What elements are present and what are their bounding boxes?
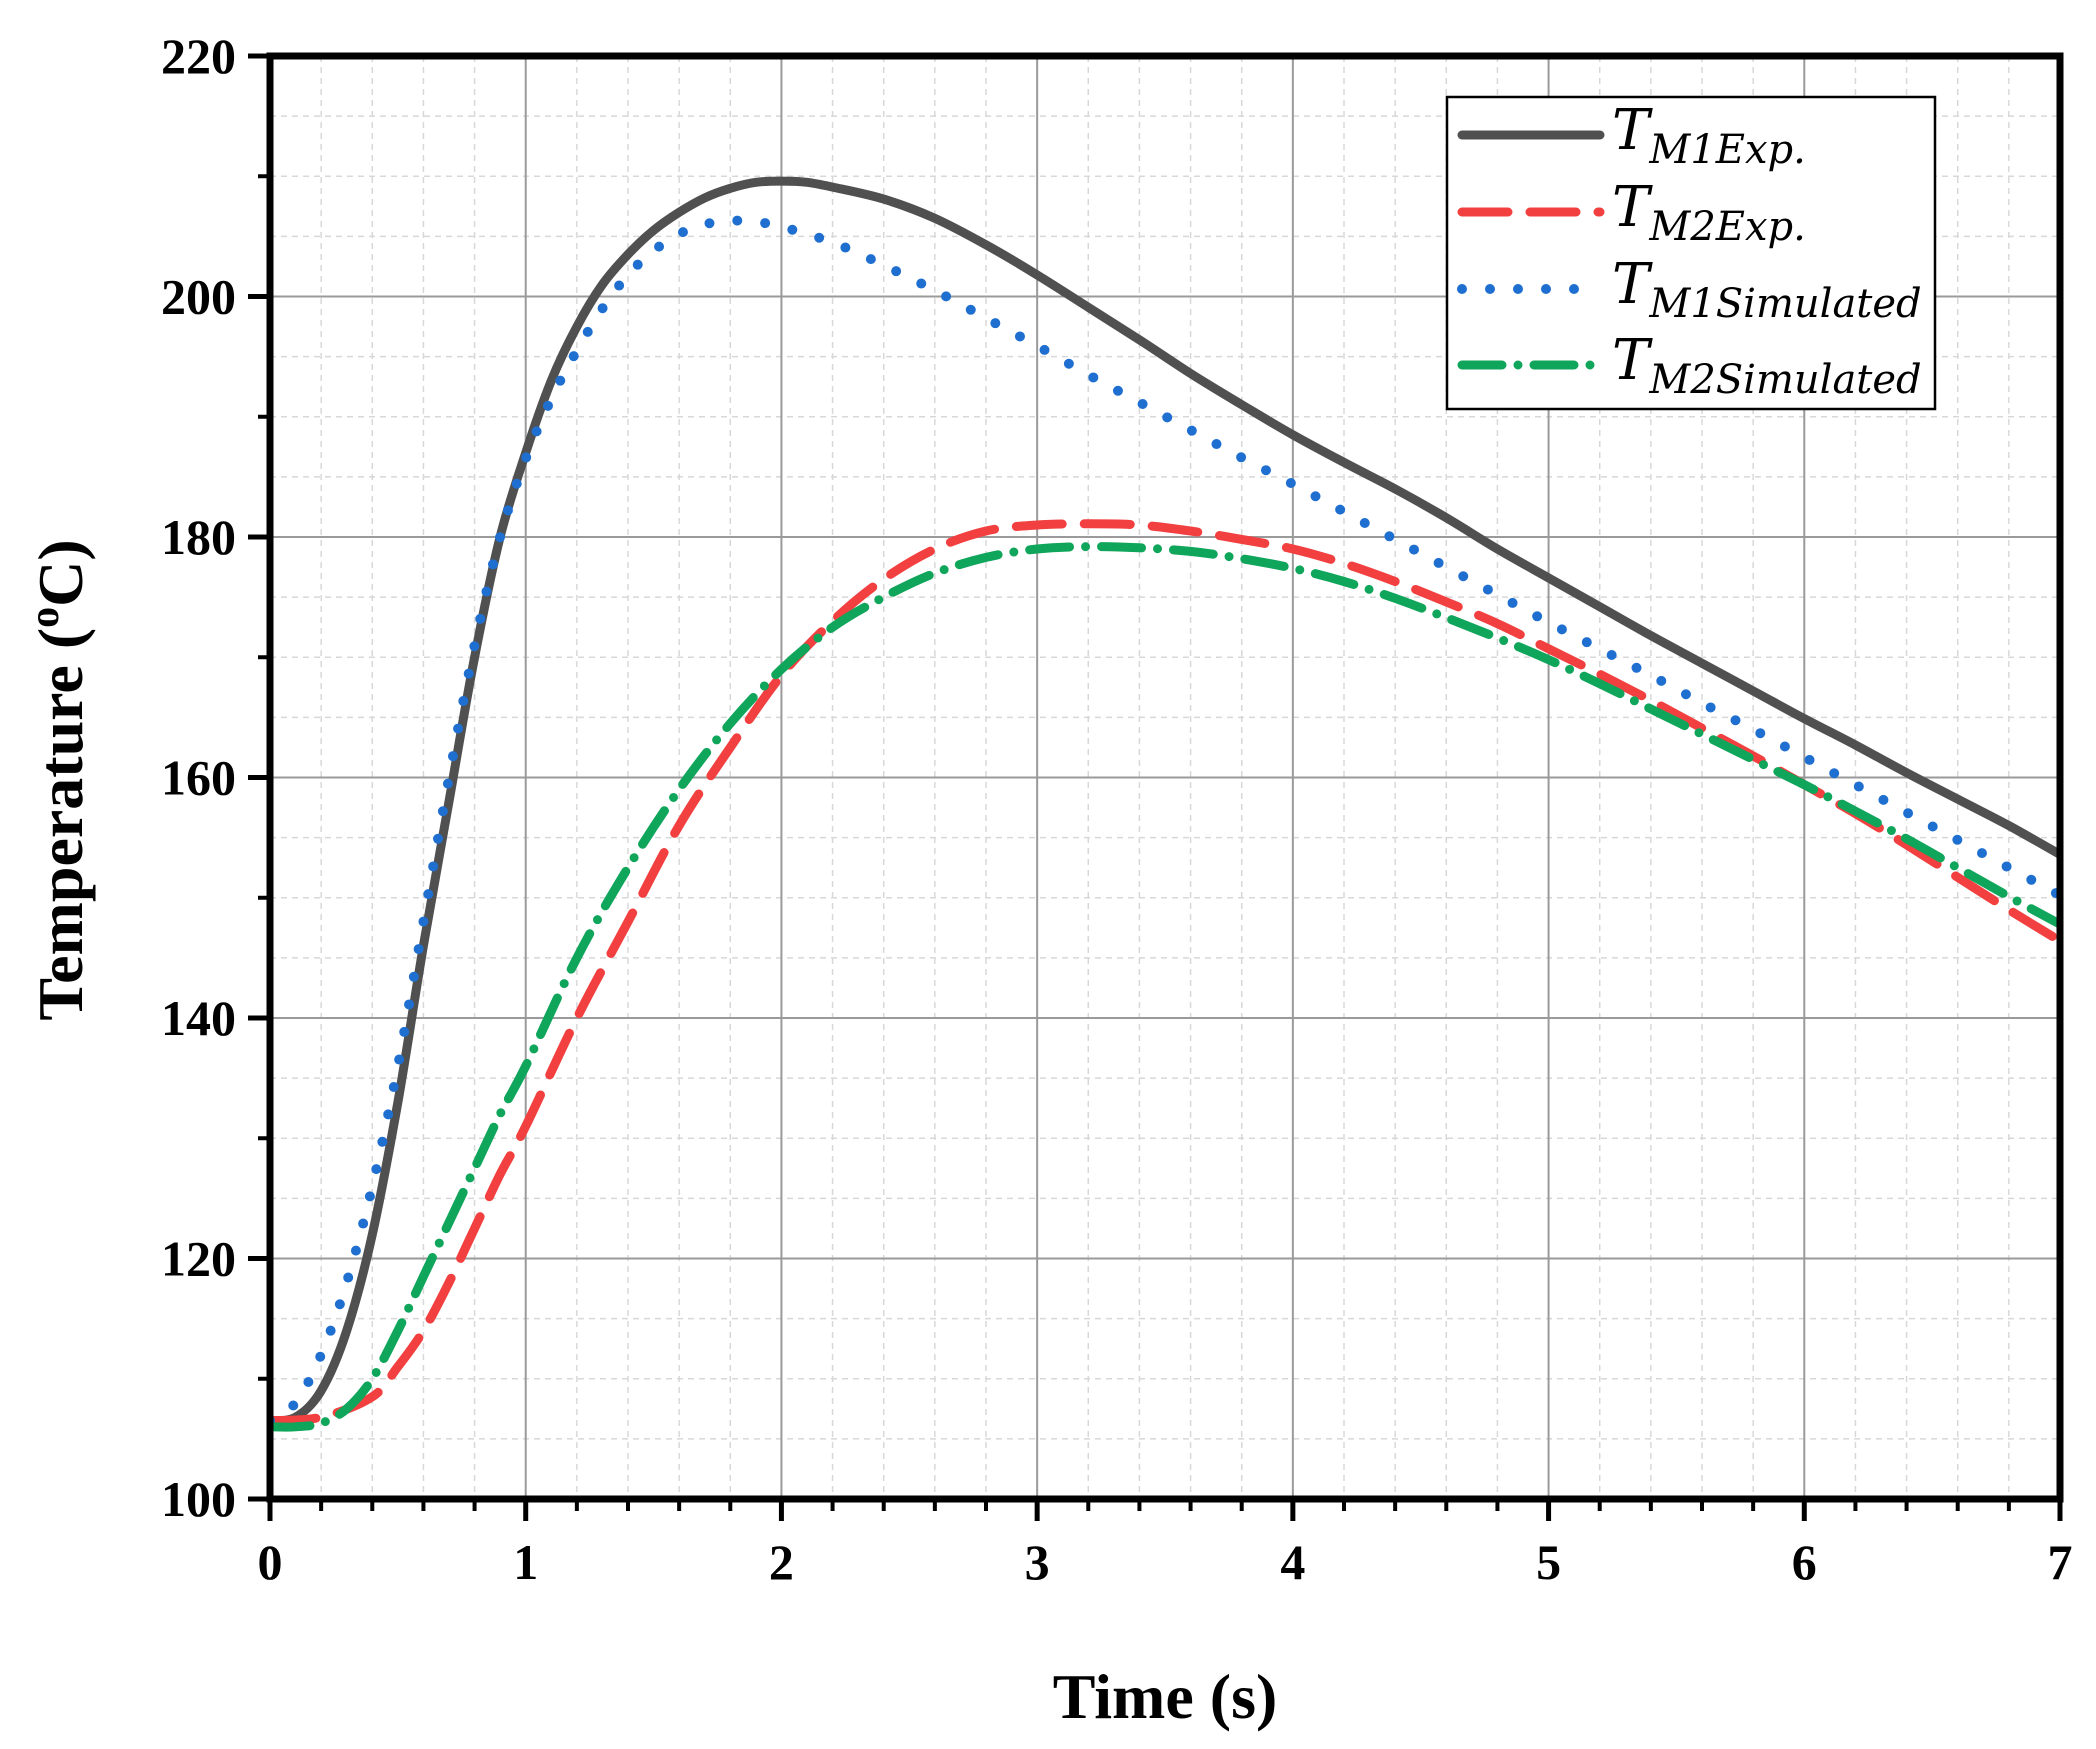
x-tick-label: 7 xyxy=(2048,1534,2073,1590)
x-tick-label: 4 xyxy=(1280,1534,1305,1590)
y-tick-label: 180 xyxy=(161,509,236,565)
legend-label-1: TM1Exp. xyxy=(1612,98,1806,173)
svg-text:Temperature (oC): Temperature (oC) xyxy=(22,539,96,1020)
x-axis-title: Time (s) xyxy=(1053,1661,1278,1732)
legend-label-2: TM2Exp. xyxy=(1612,175,1806,250)
x-tick-labels: 0 1 2 3 4 5 6 7 xyxy=(258,1534,2073,1590)
y-axis-title: Temperature (oC) xyxy=(22,539,96,1020)
x-tick-label: 5 xyxy=(1536,1534,1561,1590)
y-tick-label: 120 xyxy=(161,1231,236,1287)
x-tick-label: 2 xyxy=(769,1534,794,1590)
y-tick-label: 200 xyxy=(161,269,236,325)
legend-label-main: T xyxy=(1612,175,1653,240)
x-tick-label: 3 xyxy=(1025,1534,1050,1590)
legend-label-main: T xyxy=(1612,252,1653,317)
x-tick-label: 6 xyxy=(1792,1534,1817,1590)
legend-label-subscript: M1Exp. xyxy=(1648,127,1805,173)
y-axis-title-main: Temperature ( xyxy=(25,628,96,1021)
y-tick-label: 100 xyxy=(161,1471,236,1527)
y-tick-label: 220 xyxy=(161,28,236,84)
y-tick-labels: 100 120 140 160 180 200 220 xyxy=(161,28,236,1527)
legend-label-subscript: M2Exp. xyxy=(1648,204,1805,250)
series-line-4 xyxy=(270,542,2060,1432)
y-tick-label: 160 xyxy=(161,750,236,806)
series-line-2 xyxy=(270,519,2060,1426)
ticks xyxy=(248,53,2063,1521)
series-line-1 xyxy=(270,176,2060,1426)
y-axis-title-end: C) xyxy=(25,539,96,607)
legend-label-subscript: M1Simulated xyxy=(1648,281,1921,327)
legend-label-4: TM2Simulated xyxy=(1612,328,1922,403)
y-tick-label: 140 xyxy=(161,990,236,1046)
x-tick-label: 0 xyxy=(258,1534,283,1590)
legend-label-main: T xyxy=(1612,328,1653,393)
legend-label-subscript: M2Simulated xyxy=(1648,357,1921,403)
x-tick-label: 1 xyxy=(513,1534,538,1590)
series-layer xyxy=(270,176,2060,1432)
legend-label-3: TM1Simulated xyxy=(1612,252,1922,327)
legend-box xyxy=(1445,95,1937,411)
y-axis-title-superscript: o xyxy=(22,607,68,628)
legend-label-main: T xyxy=(1612,98,1653,163)
